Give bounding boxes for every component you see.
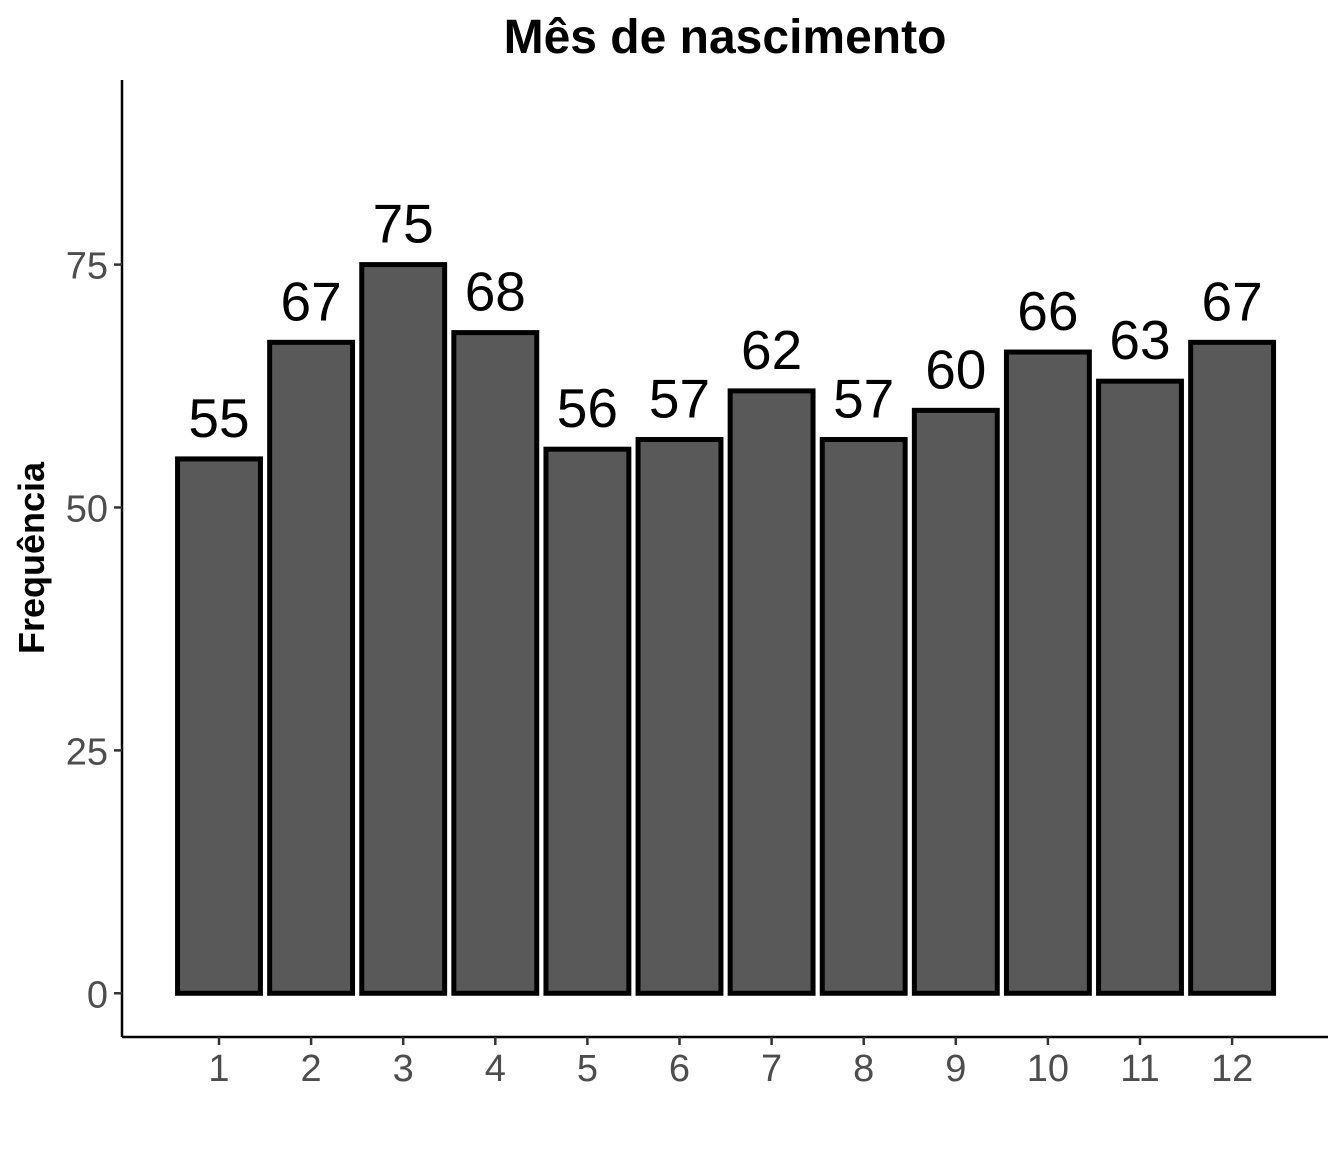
- data-label-11: 63: [1109, 309, 1170, 371]
- x-tick-label-8: 8: [853, 1048, 874, 1090]
- bar-9: [911, 407, 1000, 996]
- y-tick-label-25: 25: [66, 731, 108, 773]
- data-label-6: 57: [649, 367, 710, 429]
- bar-12: [1188, 339, 1277, 996]
- bar-5: [543, 446, 632, 996]
- bar-6: [635, 436, 724, 996]
- data-label-7: 62: [741, 319, 802, 381]
- x-tick-label-1: 1: [208, 1048, 229, 1090]
- bar-7: [727, 388, 816, 996]
- bar-8: [819, 436, 908, 996]
- x-tick-label-3: 3: [393, 1048, 414, 1090]
- x-tick-label-12: 12: [1211, 1048, 1253, 1090]
- x-tick-label-7: 7: [761, 1048, 782, 1090]
- y-tick-label-50: 50: [66, 488, 108, 530]
- bar-10: [1003, 349, 1092, 996]
- x-tick-label-5: 5: [577, 1048, 598, 1090]
- data-label-12: 67: [1202, 270, 1263, 332]
- data-label-1: 55: [188, 387, 249, 449]
- data-label-9: 60: [925, 338, 986, 400]
- bar-3: [359, 262, 448, 996]
- bar-2: [267, 339, 356, 996]
- y-axis-label: Frequência: [11, 461, 52, 654]
- data-label-8: 57: [833, 367, 894, 429]
- data-label-10: 66: [1017, 280, 1078, 342]
- x-tick-label-2: 2: [301, 1048, 322, 1090]
- x-tick-label-6: 6: [669, 1048, 690, 1090]
- data-label-3: 75: [373, 193, 434, 255]
- x-tick-label-9: 9: [945, 1048, 966, 1090]
- y-tick-label-75: 75: [66, 246, 108, 288]
- chart-title: Mês de nascimento: [504, 11, 947, 64]
- x-tick-label-4: 4: [485, 1048, 506, 1090]
- data-label-4: 68: [465, 261, 526, 323]
- y-tick-label-0: 0: [87, 974, 108, 1016]
- bar-4: [451, 330, 540, 996]
- data-label-2: 67: [281, 270, 342, 332]
- bar-11: [1096, 378, 1184, 996]
- x-tick-label-10: 10: [1027, 1048, 1069, 1090]
- x-tick-label-11: 11: [1120, 1048, 1159, 1090]
- data-label-5: 56: [557, 377, 618, 439]
- bar-1: [175, 456, 263, 996]
